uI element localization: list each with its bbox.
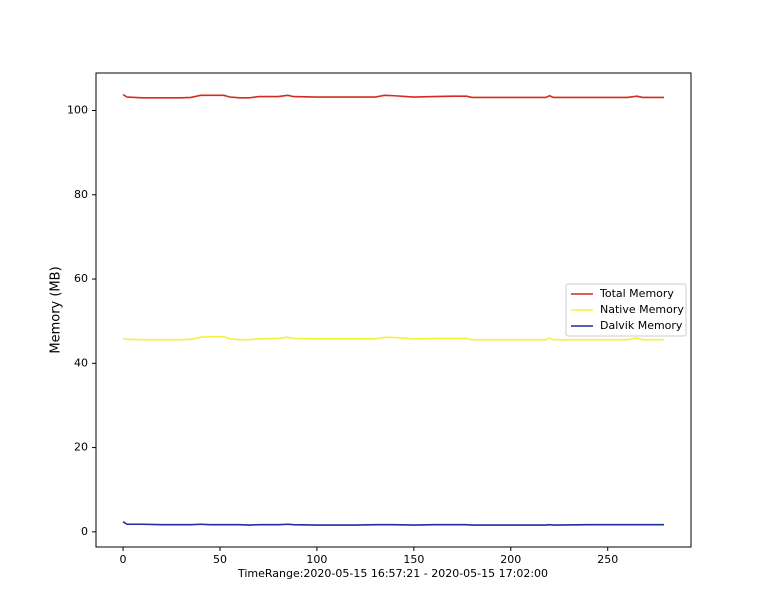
y-tick-label: 0 xyxy=(81,525,88,538)
legend-box xyxy=(565,283,687,337)
y-tick-label: 20 xyxy=(74,441,88,454)
x-tick-label: 150 xyxy=(403,553,424,566)
series-line xyxy=(122,93,664,99)
series-line xyxy=(122,521,664,526)
y-tick-label: 80 xyxy=(74,188,88,201)
x-tick-label: 50 xyxy=(213,553,227,566)
legend-label: Native Memory xyxy=(600,303,684,316)
x-axis-label: TimeRange:2020-05-15 16:57:21 - 2020-05-… xyxy=(237,567,548,580)
legend-label: Total Memory xyxy=(599,287,674,300)
y-tick-label: 60 xyxy=(74,272,88,285)
plot-frame xyxy=(95,72,692,548)
y-tick-label: 40 xyxy=(74,356,88,369)
y-tick-label: 100 xyxy=(67,103,88,116)
x-tick-label: 0 xyxy=(120,553,127,566)
y-axis-label: Memory (MB) xyxy=(49,266,64,353)
x-tick-label: 200 xyxy=(500,553,521,566)
legend-label: Dalvik Memory xyxy=(600,319,683,332)
x-tick-label: 100 xyxy=(306,553,327,566)
series-line xyxy=(122,335,664,341)
x-tick-label: 250 xyxy=(597,553,618,566)
